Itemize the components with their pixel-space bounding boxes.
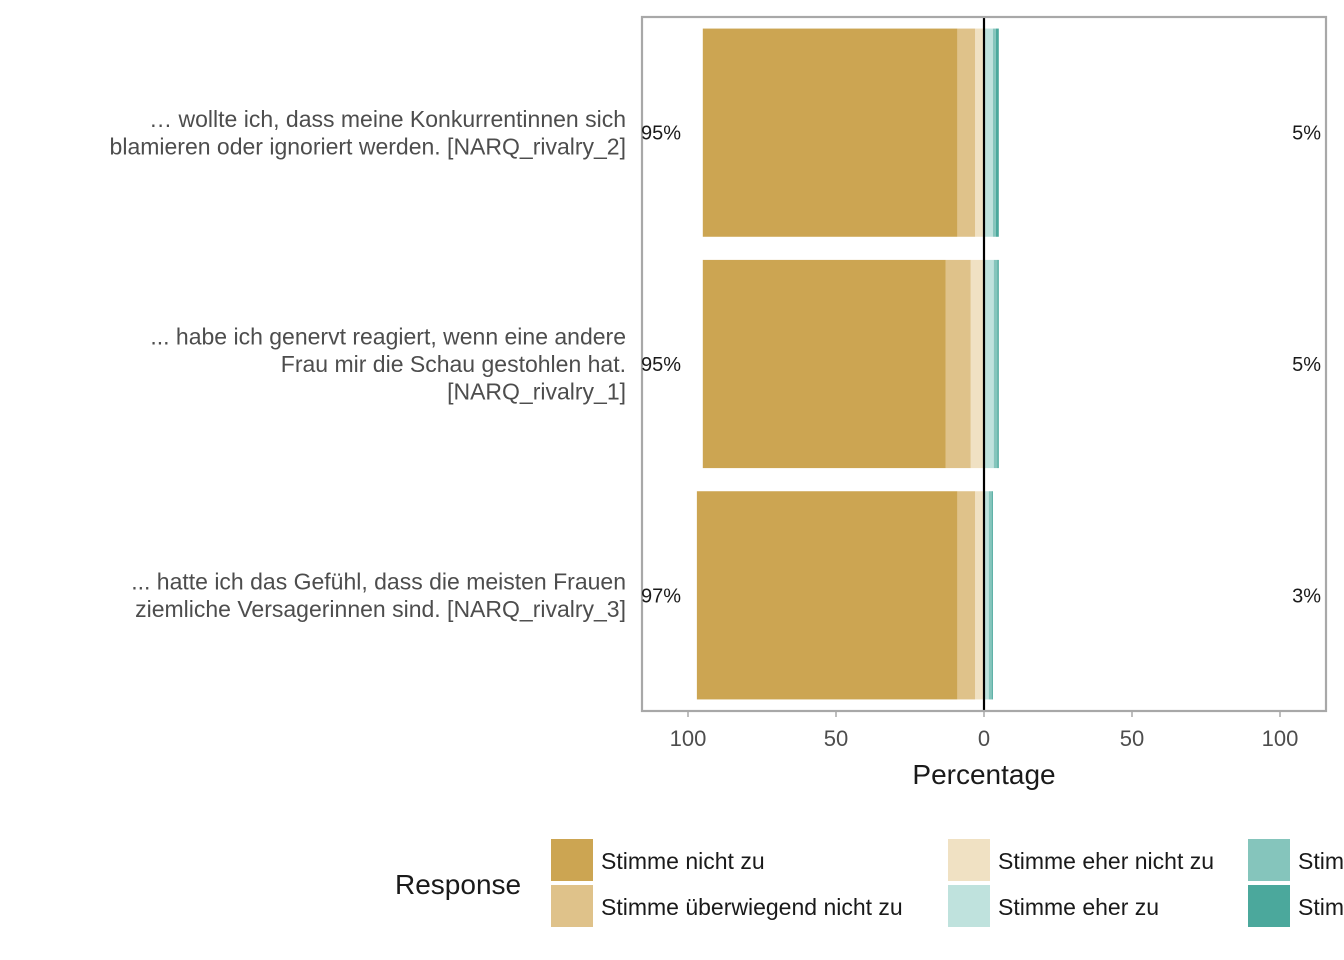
right-percent-label: 5% [1292, 354, 1321, 376]
legend-swatch [948, 839, 990, 881]
bars-layer [696, 28, 999, 700]
bar-segment [997, 259, 999, 469]
bar-segment [993, 259, 998, 469]
bar-segment [995, 28, 999, 237]
left-percent-label: 95% [641, 123, 681, 145]
legend: Response Stimme nicht zu Stimme überwiege… [395, 839, 1344, 927]
left-percent-label: 95% [641, 354, 681, 376]
category-label: [NARQ_rivalry_1] [447, 379, 626, 405]
left-percent-label: 97% [641, 585, 681, 607]
bar-segment [696, 491, 958, 700]
legend-swatch [1248, 839, 1290, 881]
bar-segment [984, 491, 989, 700]
legend-swatch [551, 885, 593, 927]
right-percent-label: 3% [1292, 585, 1321, 607]
bar-segment [702, 259, 946, 469]
bar-segment [992, 28, 996, 237]
category-label: ... habe ich genervt reagiert, wenn eine… [150, 324, 626, 350]
bar-segment [957, 28, 976, 237]
bar-segment [702, 28, 958, 237]
legend-label: Stim [1298, 894, 1344, 920]
x-axis: 100 50 0 50 100 [670, 711, 1299, 751]
x-tick-label: 0 [978, 726, 990, 751]
legend-title: Response [395, 869, 521, 900]
legend-label: Stimme nicht zu [601, 848, 765, 874]
x-tick-label: 100 [670, 726, 707, 751]
category-label: … wollte ich, dass meine Konkurrentinnen… [149, 106, 626, 132]
bar-segment [957, 491, 976, 700]
category-label: ziemliche Versagerinnen sind. [NARQ_riva… [135, 596, 626, 622]
category-label: Frau mir die Schau gestohlen hat. [281, 351, 626, 377]
legend-label: Stim [1298, 848, 1344, 874]
x-tick-label: 50 [1120, 726, 1144, 751]
x-axis-title: Percentage [912, 759, 1055, 790]
x-tick-label: 100 [1262, 726, 1299, 751]
legend-swatch [948, 885, 990, 927]
bar-segment [975, 491, 984, 700]
labels-layer: 95% 5% … wollte ich, dass meine Konkurrent… [110, 106, 1322, 622]
legend-swatch [1248, 885, 1290, 927]
legend-label: Stimme überwiegend nicht zu [601, 894, 903, 920]
bar-segment [991, 491, 993, 700]
category-label: ... hatte ich das Gefühl, dass die meist… [131, 569, 626, 595]
legend-label: Stimme eher zu [998, 894, 1159, 920]
bar-segment [970, 259, 984, 469]
right-percent-label: 5% [1292, 123, 1321, 145]
bar-segment [975, 28, 984, 237]
category-label: blamieren oder ignoriert werden. [NARQ_r… [110, 133, 626, 159]
x-tick-label: 50 [824, 726, 848, 751]
bar-segment [988, 491, 992, 700]
bar-segment [945, 259, 971, 469]
bar-segment [984, 259, 994, 469]
legend-swatch [551, 839, 593, 881]
bar-segment [984, 28, 993, 237]
legend-label: Stimme eher nicht zu [998, 848, 1214, 874]
